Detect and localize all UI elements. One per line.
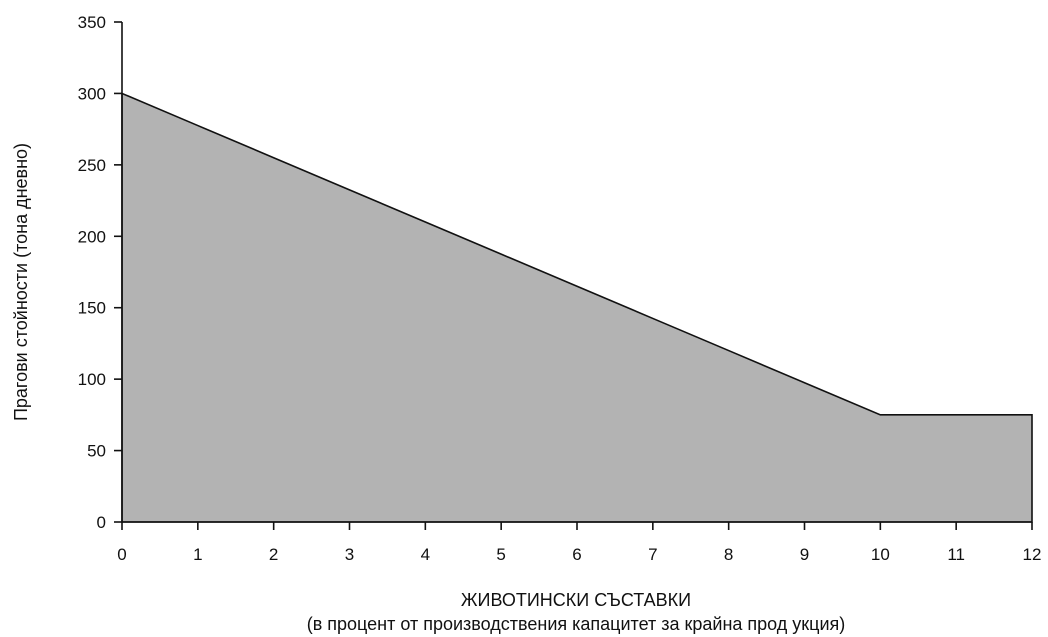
x-tick-label: 4: [421, 545, 430, 564]
x-tick-label: 3: [345, 545, 354, 564]
y-tick-label: 350: [78, 13, 106, 32]
area-series: [121, 92, 1033, 523]
y-tick-label: 100: [78, 370, 106, 389]
x-axis-title: ЖИВОТИНСКИ СЪСТАВКИ: [461, 590, 691, 610]
y-tick-label: 0: [97, 513, 106, 532]
x-tick-label: 9: [800, 545, 809, 564]
y-tick-label: 300: [78, 84, 106, 103]
y-tick-label: 150: [78, 299, 106, 318]
x-tick-label: 5: [496, 545, 505, 564]
area-layer: [121, 92, 1033, 523]
y-tick-label: 200: [78, 227, 106, 246]
x-ticks: 0 1 2 3 4 5 6 7 8 9 10 11 12: [117, 522, 1041, 564]
x-tick-label: 12: [1023, 545, 1042, 564]
x-axis-subtitle: (в процент от производствения капацитет …: [307, 614, 846, 634]
x-tick-label: 7: [648, 545, 657, 564]
x-tick-label: 2: [269, 545, 278, 564]
y-tick-label: 250: [78, 156, 106, 175]
x-tick-label: 0: [117, 545, 126, 564]
x-tick-label: 6: [572, 545, 581, 564]
x-tick-label: 8: [724, 545, 733, 564]
y-axis-title: Прагови стойности (тона дневно): [11, 143, 31, 421]
y-ticks: 0 50 100 150 200 250 300 350: [78, 13, 122, 532]
x-tick-label: 10: [871, 545, 890, 564]
x-tick-label: 11: [947, 545, 965, 564]
y-tick-label: 50: [87, 442, 106, 461]
x-tick-label: 1: [193, 545, 202, 564]
